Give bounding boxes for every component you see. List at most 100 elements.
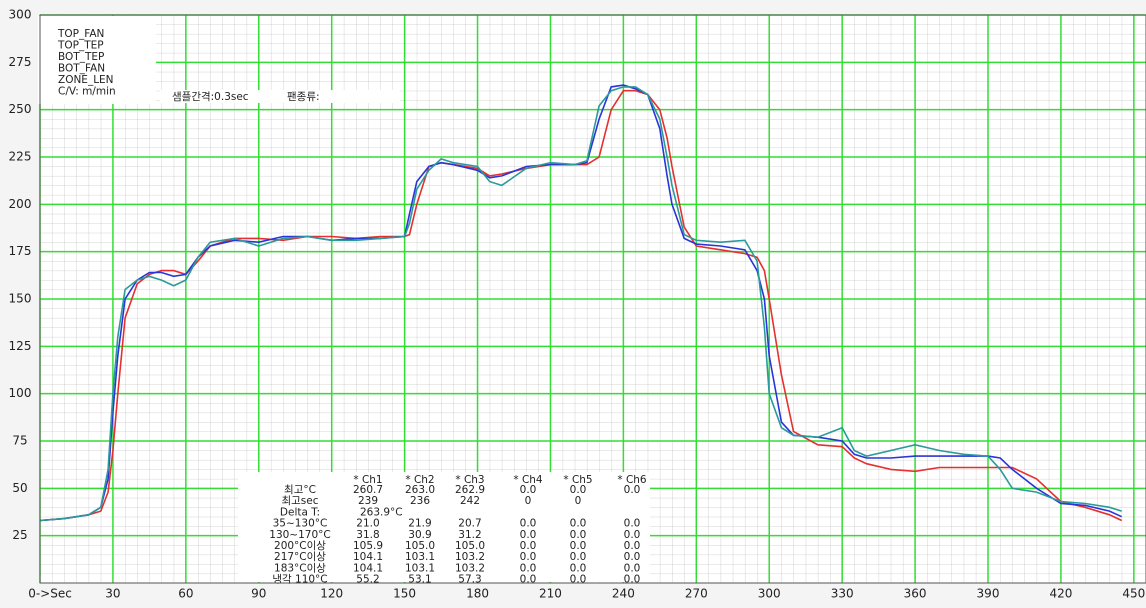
y-tick-label: 125: [9, 339, 32, 353]
y-tick-label: 300: [9, 8, 32, 22]
info-text: 팬종류:: [287, 91, 320, 103]
table-cell: 105.9: [353, 540, 383, 552]
table-cell: 0.0: [520, 574, 537, 586]
info-box: [38, 16, 156, 104]
row-label: 130~170°C: [269, 529, 330, 541]
table-cell: 31.8: [356, 529, 379, 541]
info-text: BOT_FAN: [58, 63, 105, 75]
y-tick-label: 225: [9, 150, 32, 164]
table-cell: 0.0: [570, 540, 587, 552]
x-tick-label: 120: [320, 587, 343, 601]
table-cell: 0.0: [520, 529, 537, 541]
table-cell: 0: [575, 495, 582, 507]
table-cell: 0: [525, 495, 532, 507]
table-cell: 103.2: [455, 562, 485, 574]
table-cell: 0.0: [570, 529, 587, 541]
x-tick-label: 390: [977, 587, 1000, 601]
series-line: [39, 86, 1122, 522]
legend-entry: * Ch4: [513, 474, 543, 486]
legend-entry: * Ch5: [563, 474, 592, 486]
table-cell: 239: [358, 495, 378, 507]
x-tick-label: 330: [831, 587, 854, 601]
table-cell: 263.9°C: [360, 506, 403, 518]
x-tick-label: 150: [393, 587, 416, 601]
table-cell: 0.0: [570, 484, 587, 496]
y-tick-label: 75: [12, 434, 27, 448]
plot-frame: [39, 14, 1146, 584]
y-tick-label: 250: [9, 102, 32, 116]
row-label: Delta T:: [280, 506, 320, 518]
table-cell: 0.0: [624, 529, 641, 541]
x-tick-label: 270: [685, 587, 708, 601]
row-label: 35~130°C: [273, 518, 328, 530]
table-cell: 31.2: [458, 529, 481, 541]
row-label: 최고sec: [281, 495, 318, 507]
y-tick-label: 150: [9, 292, 32, 306]
table-cell: 0.0: [520, 518, 537, 530]
info-text: C/V: m/min: [58, 86, 116, 98]
x-tick-label: 210: [539, 587, 562, 601]
table-cell: 0.0: [624, 518, 641, 530]
row-label: 200°C이상: [274, 540, 326, 552]
y-tick-label: 200: [9, 197, 32, 211]
info-line-box: [160, 90, 400, 103]
table-cell: 0.0: [570, 551, 587, 563]
table-cell: 55.2: [356, 574, 379, 586]
series-line: [39, 89, 1123, 522]
table-cell: 260.7: [353, 484, 383, 496]
y-tick-label: 50: [12, 481, 27, 495]
table-cell: 21.9: [408, 518, 431, 530]
table-cell: 236: [410, 495, 430, 507]
overlay: TOP_FANTOP_TEPBOT_TEPBOT_FANZONE_LENC/V:…: [38, 16, 650, 586]
table-cell: 53.1: [408, 574, 431, 586]
y-tick-label: 100: [9, 386, 32, 400]
table-cell: 0.0: [624, 574, 641, 586]
x-tick-label: 420: [1049, 587, 1072, 601]
row-label: 최고°C: [284, 484, 316, 496]
table-cell: 0.0: [624, 562, 641, 574]
series-line: [39, 84, 1123, 522]
table-cell: 0.0: [520, 551, 537, 563]
legend-entry: * Ch6: [617, 474, 647, 486]
x-tick-label: 90: [251, 587, 266, 601]
table-cell: 103.2: [455, 551, 485, 563]
info-text: ZONE_LEN: [58, 74, 114, 86]
x-tick-label: 180: [466, 587, 489, 601]
info-text: BOT_TEP: [58, 51, 104, 63]
table-cell: 30.9: [408, 529, 431, 541]
legend-entry: * Ch1: [353, 474, 382, 486]
table-cell: 103.1: [405, 562, 435, 574]
lines: [39, 84, 1123, 522]
x-tick-label: 30: [105, 587, 120, 601]
table-cell: 0.0: [520, 540, 537, 552]
table-cell: 105.0: [405, 540, 435, 552]
x-tick-label: 60: [178, 587, 193, 601]
table-cell: 0.0: [624, 540, 641, 552]
table-cell: 105.0: [455, 540, 485, 552]
table-cell: 0.0: [624, 484, 641, 496]
table-cell: 103.1: [405, 551, 435, 563]
legend-entry: * Ch2: [405, 474, 434, 486]
x-tick-label: 240: [612, 587, 635, 601]
info-text: TOP_FAN: [57, 28, 104, 40]
stats-table: [238, 472, 650, 582]
table-cell: 104.1: [353, 551, 383, 563]
info-text: 샘플간격:0.3sec: [172, 90, 249, 103]
row-label: 217°C이상: [274, 551, 326, 563]
x-tick-label: 450: [1122, 587, 1145, 601]
table-cell: 0.0: [520, 484, 537, 496]
table-cell: 0.0: [570, 562, 587, 574]
y-tick-label: 25: [12, 528, 27, 542]
row-label: 냉각 110°C: [272, 574, 327, 586]
x-tick-label: 360: [904, 587, 927, 601]
table-cell: 0.0: [570, 574, 587, 586]
legend-entry: * Ch3: [455, 474, 484, 486]
x-tick-label: 0->Sec: [28, 587, 72, 601]
table-cell: 263.0: [405, 484, 435, 496]
y-tick-label: 275: [9, 55, 32, 69]
table-cell: 0.0: [570, 518, 587, 530]
table-cell: 262.9: [455, 484, 485, 496]
table-cell: 242: [460, 495, 480, 507]
